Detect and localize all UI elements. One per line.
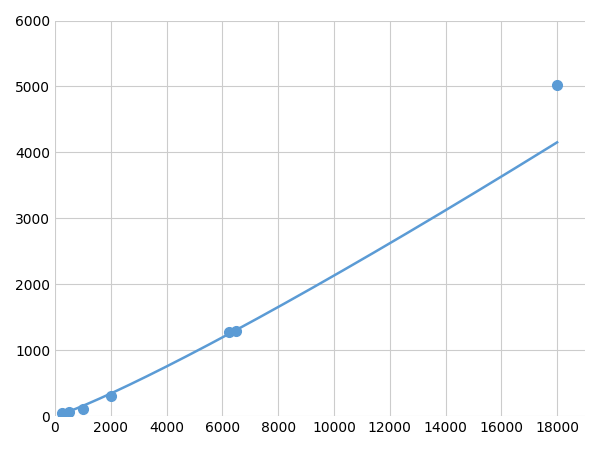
Point: [78, 405, 88, 413]
Point: [553, 81, 562, 89]
Point: [57, 409, 67, 416]
Point: [106, 392, 116, 399]
Point: [224, 329, 234, 336]
Point: [232, 328, 241, 335]
Point: [64, 409, 74, 416]
